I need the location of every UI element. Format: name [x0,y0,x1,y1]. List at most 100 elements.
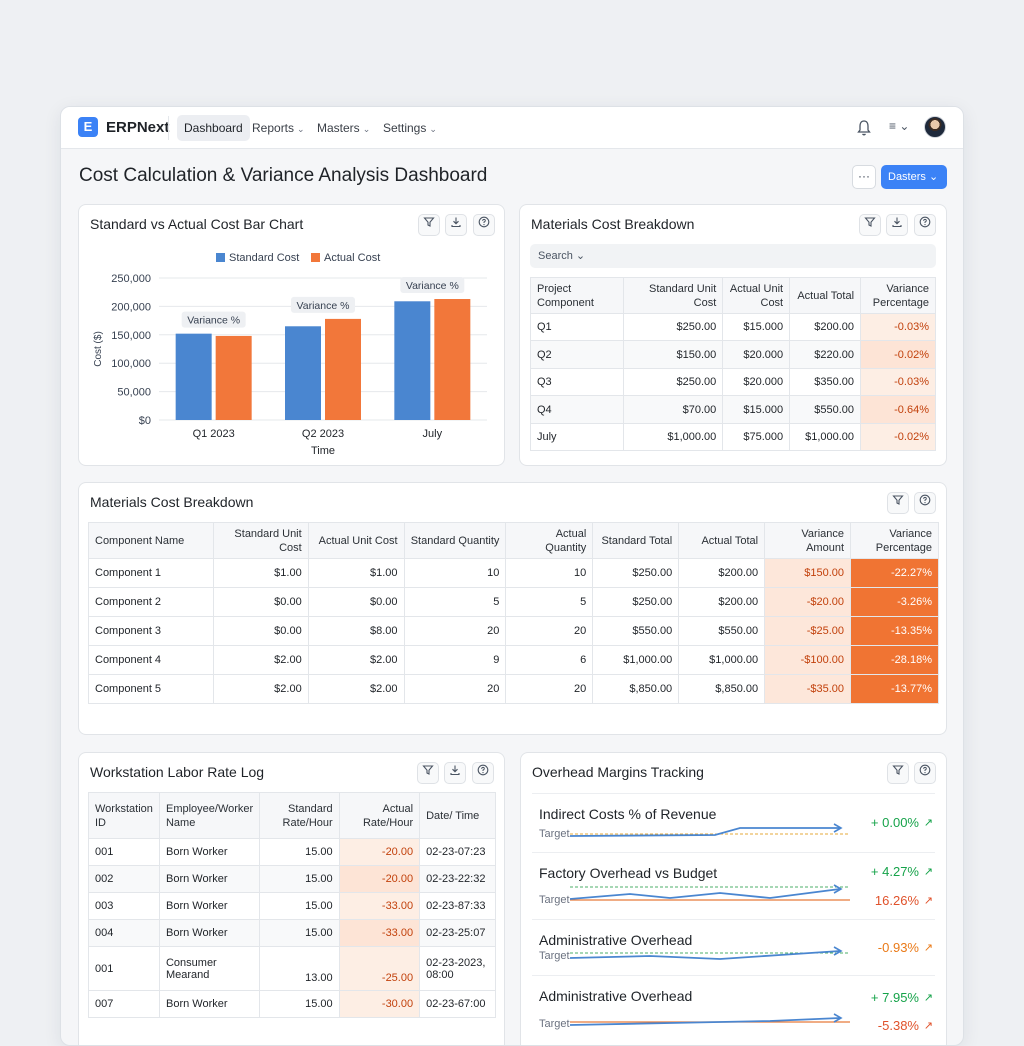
overhead-metric[interactable]: Indirect Costs % of Revenue Target + 0.0… [532,793,935,853]
table-row[interactable]: 001 Born Worker 15.00 -20.00 02-23-07:23 [88,838,496,866]
app-window: E ERPNext Dashboard Reports ⌄ Masters ⌄ Se… [60,106,964,1046]
metric-sparkline [570,823,850,837]
column-header[interactable]: Standard Unit Cost [622,277,724,314]
metric-name: Indirect Costs % of Revenue [539,806,717,822]
table-row[interactable]: Component 5 $2.00 $2.00 20 20 $,850.00 $… [88,674,939,704]
table-row[interactable]: Q2 $150.00 $20.000 $220.00 -0.02% [530,340,936,369]
column-header[interactable]: Workstation ID [88,792,160,839]
table-cell: 001 [88,838,160,866]
filter-button[interactable] [887,762,909,784]
column-header[interactable]: Component Name [88,522,214,559]
column-header[interactable]: Actual Unit Cost [722,277,791,314]
column-header[interactable]: Actual Unit Cost [307,522,405,559]
column-header[interactable]: Employee/Worker Name [158,792,261,839]
materials-breakdown-card: Materials Cost Breakdown Component Name … [78,482,947,735]
table-cell: 001 [88,946,160,991]
column-header[interactable]: Project Component [530,277,624,314]
menu-icon[interactable]: ≡ ⌄ [889,119,910,133]
trend-up-icon: ↗ [923,1020,933,1032]
variance-percentage-cell: -22.27% [850,558,939,588]
table-cell: 15.00 [259,865,340,893]
table-cell: 5 [403,587,507,617]
help-button[interactable] [914,492,936,514]
help-button[interactable] [914,762,936,784]
download-button[interactable] [444,762,466,784]
table-row[interactable]: Component 1 $1.00 $1.00 10 10 $250.00 $2… [88,558,939,588]
nav-settings-label: Settings [383,121,427,135]
y-tick-label: 250,000 [111,273,151,285]
column-header[interactable]: Actual Total [789,277,862,314]
table-row[interactable]: Q4 $70.00 $15.000 $550.00 -0.64% [530,395,936,424]
table-row[interactable]: Component 3 $0.00 $8.00 20 20 $550.00 $5… [88,616,939,646]
target-label: Target [539,828,570,840]
search-dropdown[interactable]: Search ⌄ [530,244,936,268]
table-row[interactable]: Q1 $250.00 $15.000 $200.00 -0.03% [530,313,936,341]
table-row[interactable]: Component 2 $0.00 $0.00 5 5 $250.00 $200… [88,587,939,617]
table-row[interactable]: Q3 $250.00 $20.000 $350.00 -0.03% [530,368,936,396]
column-header[interactable]: Standard Rate/Hour [259,792,340,839]
table-row[interactable]: Component 4 $2.00 $2.00 9 6 $1,000.00 $1… [88,645,939,675]
column-header[interactable]: Standard Unit Cost [212,522,309,559]
table-row[interactable]: 001 Consumer Mearand 13.00 -25.00 02-23-… [88,946,496,991]
nav-settings[interactable]: Settings ⌄ [376,115,444,141]
bell-icon[interactable] [856,119,872,137]
table-cell: 02-23-67:00 [419,990,496,1018]
help-button[interactable] [472,762,494,784]
column-header[interactable]: Actual Total [678,522,766,559]
app-logo[interactable]: E [78,117,98,137]
overhead-metric[interactable]: Administrative Overhead Target -0.93% ↗ [532,920,935,976]
bar-chart-card: Standard vs Actual Cost Bar Chart Standa… [78,204,505,466]
table-row[interactable]: 004 Born Worker 15.00 -33.00 02-23-25:07 [88,919,496,947]
nav-masters[interactable]: Masters ⌄ [310,115,377,141]
bar [394,301,431,420]
table-cell: $,850.00 [678,674,766,704]
help-button[interactable] [473,214,495,236]
table-cell: $1.00 [307,558,405,588]
y-axis-label: Cost ($) [93,331,104,367]
column-header[interactable]: Variance Amount [764,522,852,559]
table-cell: $1,000.00 [622,423,724,451]
column-header[interactable]: Standard Quantity [403,522,507,559]
column-header[interactable]: Standard Total [592,522,680,559]
variance-cell: -0.03% [860,313,936,341]
overhead-metric[interactable]: Factory Overhead vs Budget Target + 4.27… [532,853,935,920]
filter-button[interactable] [418,214,440,236]
column-header[interactable]: Actual Quantity [505,522,594,559]
table-cell: Born Worker [158,990,261,1018]
filter-button[interactable] [887,492,909,514]
target-label: Target [539,894,570,906]
labor-rate-title: Workstation Labor Rate Log [90,764,265,780]
column-header[interactable]: Variance Percentage [850,522,939,559]
materials-breakdown-table: Component Name Standard Unit Cost Actual… [88,522,939,704]
primary-action-button[interactable]: Dasters ⌄ [881,165,947,189]
help-button[interactable] [914,214,936,236]
filter-button[interactable] [859,214,881,236]
trend-up-icon: ↗ [923,895,933,907]
column-header[interactable]: Date/ Time [419,792,496,839]
nav-reports[interactable]: Reports ⌄ [245,115,312,141]
variance-annotation: Variance % [297,300,350,312]
filter-button[interactable] [417,762,439,784]
download-button[interactable] [445,214,467,236]
metric-value: + 4.27% [870,864,919,879]
table-cell: 007 [88,990,160,1018]
table-cell: Consumer Mearand [158,946,261,991]
actual-rate-cell: -33.00 [338,919,421,947]
column-header[interactable]: Variance Percentage [860,277,936,314]
nav-dashboard[interactable]: Dashboard [177,115,250,141]
table-row[interactable]: 007 Born Worker 15.00 -30.00 02-23-67:00 [88,990,496,1018]
table-row[interactable]: 002 Born Worker 15.00 -20.00 02-23-22:32 [88,865,496,893]
variance-amount-cell: -$25.00 [764,616,852,646]
download-button[interactable] [886,214,908,236]
table-cell: Q4 [530,395,624,424]
column-header[interactable]: Actual Rate/Hour [338,792,421,839]
overhead-metric[interactable]: Administrative Overhead Target + 7.95% ↗… [532,976,935,1045]
download-icon [450,765,460,776]
avatar[interactable] [924,116,946,138]
brand-name[interactable]: ERPNext [106,119,170,136]
table-row[interactable]: July $1,000.00 $75.000 $1,000.00 -0.02% [530,423,936,451]
actual-rate-cell: -20.00 [338,865,421,893]
table-cell: $0.00 [307,587,405,617]
table-row[interactable]: 003 Born Worker 15.00 -33.00 02-23-87:33 [88,892,496,920]
more-options-button[interactable]: ··· [852,165,876,189]
